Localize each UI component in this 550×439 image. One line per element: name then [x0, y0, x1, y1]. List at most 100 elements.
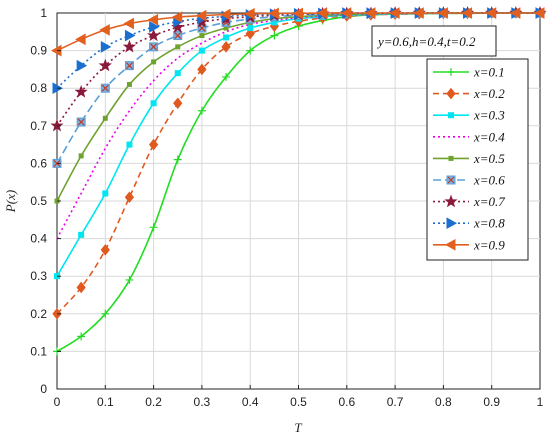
- data-point: [268, 7, 279, 20]
- y-tick-label: 0.6: [30, 156, 47, 170]
- data-point: [122, 39, 137, 53]
- data-point: [221, 41, 231, 53]
- data-point: [100, 40, 112, 53]
- y-tick-label: 0.3: [30, 269, 47, 283]
- legend-item: x=0.8: [433, 216, 505, 231]
- data-point: [247, 25, 254, 32]
- data-point: [199, 33, 205, 39]
- data-point-cross: [174, 32, 182, 39]
- y-tick-label: 0.8: [30, 81, 47, 95]
- data-point: [413, 7, 424, 19]
- data-point: [364, 7, 376, 19]
- data-point: [198, 47, 205, 54]
- data-point: [124, 29, 136, 42]
- data-point: [340, 7, 352, 19]
- data-point: [444, 238, 456, 251]
- data-point: [485, 7, 497, 19]
- data-point: [533, 7, 545, 19]
- data-point: [246, 46, 255, 55]
- x-axis-label: T: [294, 420, 302, 435]
- y-tick-label: 0.4: [30, 232, 47, 246]
- legend-item: x=0.3: [433, 108, 505, 123]
- data-point: [150, 100, 157, 107]
- y-tick-label: 0.5: [30, 194, 47, 208]
- data-point: [270, 31, 279, 40]
- data-point: [74, 85, 88, 98]
- data-point: [149, 223, 158, 232]
- data-point: [147, 28, 161, 42]
- data-point: [124, 191, 135, 204]
- data-point: [171, 11, 183, 23]
- data-point: [389, 7, 400, 19]
- y-tick-label: 0: [40, 382, 47, 396]
- data-point: [99, 24, 110, 36]
- data-point: [197, 63, 207, 76]
- legend-label: x=0.1: [473, 65, 505, 80]
- x-tick-label: 0.1: [97, 395, 114, 409]
- legend-item: x=0.6: [433, 173, 505, 188]
- data-point-cross: [101, 84, 109, 92]
- annotation-box: y=0.6,h=0.4,t=0.2: [371, 25, 497, 57]
- data-point: [149, 21, 160, 33]
- x-tick-label: 0.7: [387, 395, 404, 409]
- x-tick-label: 0.4: [242, 395, 259, 409]
- data-point: [195, 9, 207, 22]
- legend-item: x=0.1: [433, 65, 505, 80]
- x-tick-label: 0.2: [145, 395, 162, 409]
- data-point: [100, 244, 110, 256]
- x-tick-label: 0.5: [290, 395, 307, 409]
- legend-label: x=0.7: [473, 194, 505, 209]
- legend-label: x=0.3: [473, 108, 505, 123]
- data-point: [50, 118, 64, 132]
- data-point: [222, 72, 231, 81]
- series-layer: [50, 6, 547, 356]
- data-point: [76, 281, 86, 294]
- annotation-text: y=0.6,h=0.4,t=0.2: [376, 34, 476, 49]
- data-point-cross: [447, 176, 455, 184]
- data-point: [244, 7, 255, 20]
- x-tick-label: 1: [537, 395, 544, 409]
- x-tick-label: 0.3: [194, 395, 211, 409]
- data-point-cross: [77, 118, 85, 126]
- data-point: [125, 275, 134, 284]
- x-tick-label: 0: [54, 395, 61, 409]
- legend: x=0.1 x=0.2 x=0.3 x=0.4 x=0.5 x=0.6 x=0.7 x=0.8…: [426, 58, 529, 261]
- data-point: [446, 217, 458, 230]
- legend-label: x=0.8: [473, 216, 505, 231]
- legend-label: x=0.2: [473, 86, 505, 101]
- data-point: [509, 7, 521, 19]
- data-point: [78, 153, 84, 159]
- x-tick-label: 0.6: [338, 395, 355, 409]
- data-point: [78, 231, 85, 238]
- data-point: [447, 68, 455, 76]
- data-point: [197, 106, 206, 115]
- data-point: [448, 155, 454, 161]
- y-tick-label: 0.7: [30, 119, 47, 133]
- data-point: [76, 59, 88, 72]
- legend-label: x=0.5: [473, 151, 505, 166]
- legend-label: x=0.9: [473, 237, 505, 252]
- data-point: [126, 81, 132, 87]
- data-point: [245, 27, 255, 40]
- data-point: [446, 87, 456, 100]
- axis-ticks: 0 0.1 0.2 0.3 0.4 0.5 0.6 0.7 0.8 0.9 1 0 0.1 0.2 0.3 0…: [30, 6, 543, 409]
- data-point: [151, 59, 157, 65]
- legend-item: x=0.7: [433, 194, 505, 209]
- series-line: [56, 12, 540, 315]
- data-point: [102, 115, 108, 121]
- legend-item: x=0.4: [433, 129, 505, 144]
- y-tick-label: 0.1: [30, 344, 47, 358]
- legend-item: x=0.9: [433, 237, 505, 252]
- legend-item: x=0.2: [433, 86, 505, 101]
- y-tick-label: 0.9: [30, 44, 47, 58]
- data-point: [316, 7, 328, 19]
- data-point: [173, 155, 182, 164]
- data-point: [437, 7, 448, 19]
- data-point: [461, 7, 473, 19]
- data-point: [220, 8, 231, 21]
- data-point-cross: [126, 62, 133, 70]
- y-axis-label: P(x): [3, 190, 18, 213]
- y-tick-label: 0.2: [30, 307, 47, 321]
- data-point: [126, 141, 133, 148]
- data-point: [75, 33, 86, 46]
